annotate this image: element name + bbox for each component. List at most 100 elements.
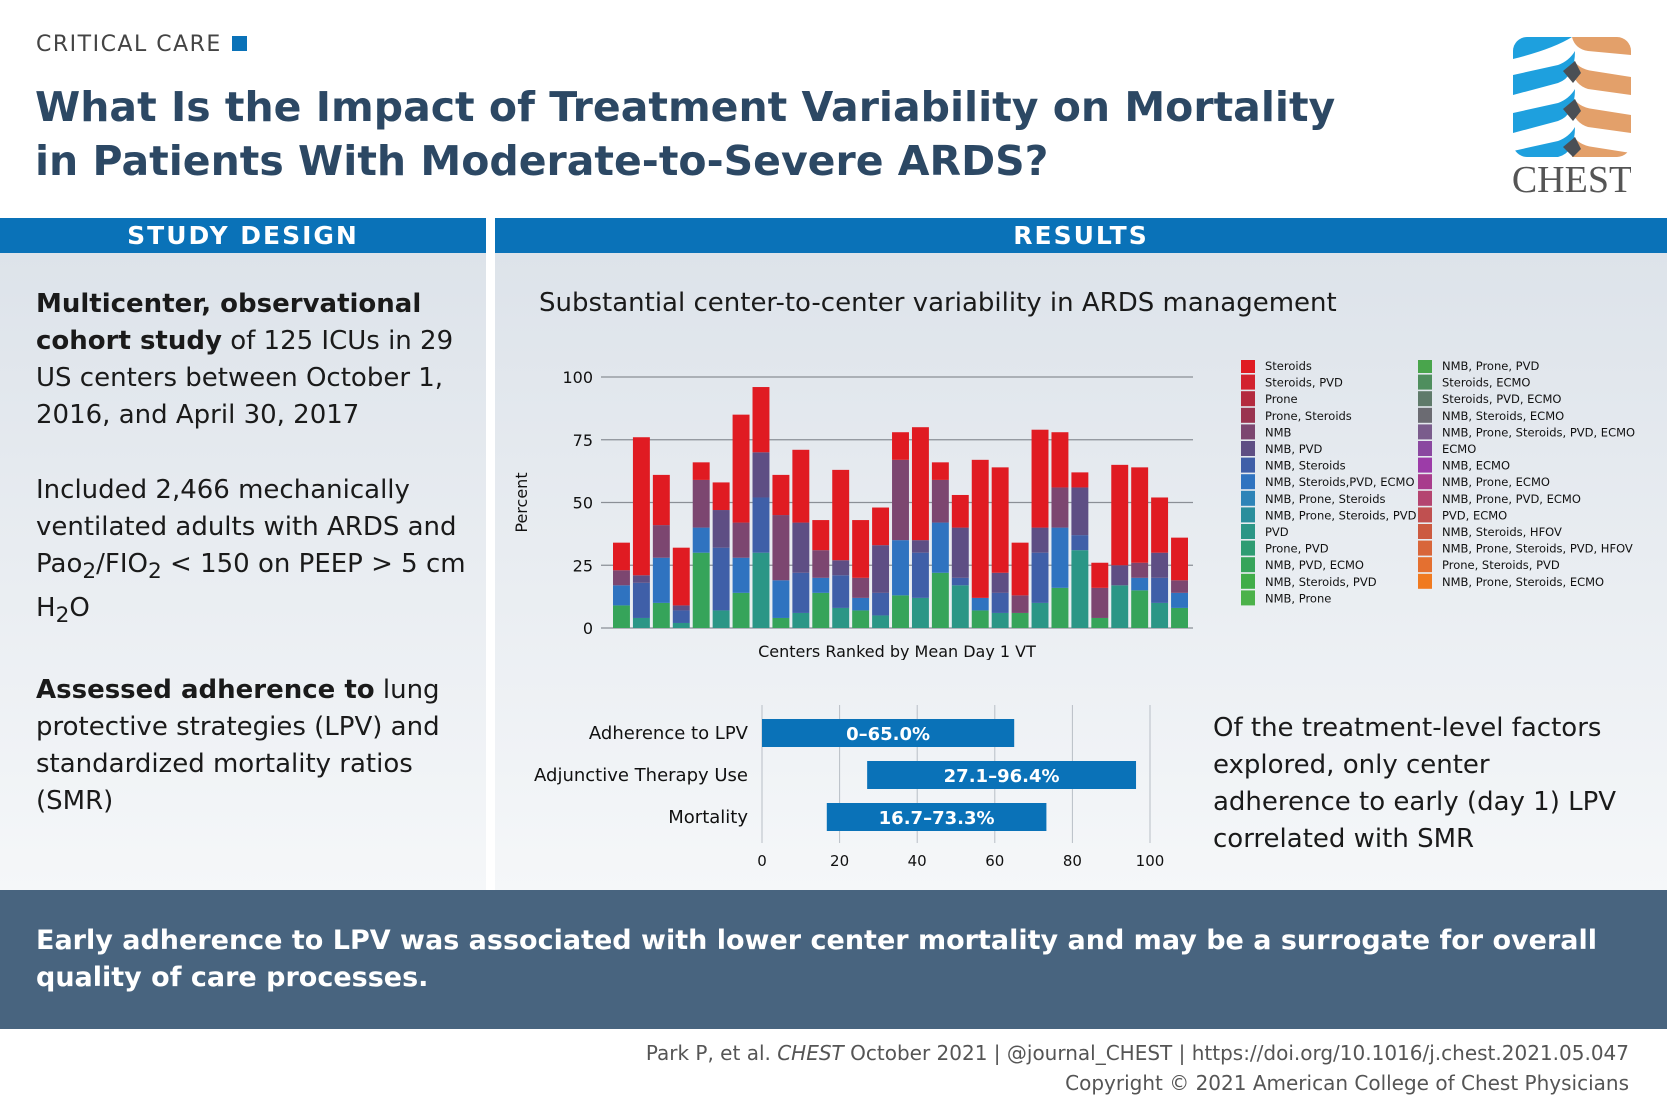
bar-segment — [792, 612, 810, 628]
section-text: CRITICAL CARE — [36, 32, 222, 57]
bar-segment — [991, 612, 1009, 628]
y-tick-label: 50 — [573, 494, 593, 513]
bar-segment — [812, 577, 830, 593]
bar-segment — [872, 545, 890, 593]
bar-segment — [1051, 527, 1069, 588]
bar-segment — [832, 469, 850, 561]
bold-text: Multicenter, observational cohort study — [36, 289, 422, 356]
category-label: Adherence to LPV — [589, 723, 749, 744]
legend-label: NMB, Prone, Steroids — [1265, 492, 1386, 506]
bar-segment — [792, 449, 810, 523]
bar-segment — [672, 605, 690, 611]
y-axis-label: Percent — [512, 472, 531, 532]
bar-segment — [951, 577, 969, 586]
inclusion: Included 2,466 mechanically ventilated a… — [36, 472, 466, 634]
bar-segment — [1051, 587, 1069, 628]
bar-segment — [692, 462, 710, 480]
bar-segment — [991, 592, 1009, 613]
bar-segment — [971, 597, 989, 611]
bar-segment — [1171, 537, 1188, 581]
bar-segment — [692, 479, 710, 528]
bar-segment — [1031, 527, 1049, 553]
legend-label: NMB, Prone, PVD, ECMO — [1442, 492, 1581, 506]
bar-segment — [911, 540, 929, 553]
legend-swatch — [1418, 524, 1432, 539]
bar-segment — [1171, 580, 1188, 593]
bar-segment — [752, 497, 770, 553]
bar-segment — [1151, 552, 1169, 578]
bar-segment — [632, 437, 650, 576]
text: < 150 on PEEP > 5 cm H — [36, 549, 466, 624]
bar-segment — [872, 615, 890, 628]
bar-segment — [1031, 429, 1049, 528]
legend-swatch — [1418, 507, 1432, 523]
legend-label: NMB, Steroids,PVD, ECMO — [1265, 475, 1415, 489]
bar-segment — [1011, 612, 1029, 628]
bar-segment — [1071, 535, 1089, 551]
text: Included 2,466 mechanically ventilated a… — [36, 475, 457, 579]
text: of 125 ICUs in 29 US centers between Oct… — [36, 326, 454, 430]
range-label: 16.7–73.3% — [879, 808, 995, 829]
legend-label: Steroids — [1265, 360, 1312, 373]
legend-swatch — [1418, 374, 1432, 390]
legend-swatch — [1241, 391, 1255, 407]
bar-segment — [632, 575, 650, 583]
study-design-panel — [0, 253, 486, 890]
legend-label: Prone, Steroids, PVD — [1442, 558, 1560, 572]
legend-swatch — [1241, 490, 1255, 506]
legend-swatch — [1418, 424, 1432, 440]
range-bar — [826, 803, 1047, 831]
legend-swatch — [1241, 524, 1255, 539]
x-tick-label: 100 — [1136, 852, 1165, 870]
legend-swatch — [1241, 507, 1255, 523]
legend-swatch — [1241, 573, 1255, 589]
y-tick-label: 100 — [562, 368, 593, 387]
legend-swatch — [1241, 374, 1255, 390]
bar-segment — [812, 520, 830, 551]
assessment: Assessed adherence to lung protective st… — [36, 672, 466, 820]
legend-label: NMB, Prone, ECMO — [1442, 475, 1550, 489]
bar-segment — [652, 525, 670, 558]
legend-label: Steroids, PVD, ECMO — [1442, 392, 1561, 406]
chest-logo: CHEST — [1513, 37, 1631, 197]
study-design-header: STUDY DESIGN — [0, 218, 486, 253]
legend-label: NMB, Prone, Steroids, ECMO — [1442, 575, 1604, 589]
conclusion-text: Of the treatment-level factors explored,… — [1213, 713, 1617, 854]
bar-segment — [732, 414, 750, 523]
bar-segment — [613, 585, 630, 606]
bar-segment — [712, 510, 730, 548]
bar-segment — [832, 607, 850, 628]
x-tick-label: 80 — [1063, 852, 1082, 870]
legend-label: PVD, ECMO — [1442, 508, 1507, 522]
range-bar — [762, 719, 1015, 747]
legend-swatch — [1418, 457, 1432, 473]
study-type: Multicenter, observational cohort study … — [36, 286, 466, 434]
chart-title: Substantial center-to-center variability… — [539, 288, 1337, 318]
bar-segment — [1051, 432, 1069, 488]
text: O — [69, 593, 90, 624]
subscript: 2 — [55, 603, 70, 629]
bar-segment — [1131, 577, 1149, 591]
results-header: RESULTS — [495, 218, 1667, 253]
bar-segment — [1171, 607, 1188, 628]
bar-segment — [752, 452, 770, 498]
bar-segment — [712, 547, 730, 611]
bar-segment — [931, 572, 949, 628]
range-bar — [867, 761, 1137, 789]
bar-segment — [692, 527, 710, 553]
legend-label: NMB, Steroids — [1265, 459, 1346, 473]
legend-swatch — [1241, 540, 1255, 556]
x-axis-label: Centers Ranked by Mean Day 1 VT — [758, 642, 1036, 660]
x-tick-label: 0 — [757, 852, 767, 870]
legend-swatch — [1241, 441, 1255, 456]
text: October 2021 | @journal_CHEST | https://… — [843, 1041, 1629, 1065]
bar-segment — [852, 597, 870, 611]
bar-segment — [672, 610, 690, 623]
legend-label: NMB, Steroids, ECMO — [1442, 409, 1564, 423]
bar-segment — [892, 595, 909, 628]
subscript: 2 — [148, 559, 162, 585]
bar-segment — [911, 597, 929, 628]
legend-label: NMB, ECMO — [1442, 459, 1510, 473]
legend-swatch — [1241, 360, 1255, 373]
bar-segment — [872, 592, 890, 616]
